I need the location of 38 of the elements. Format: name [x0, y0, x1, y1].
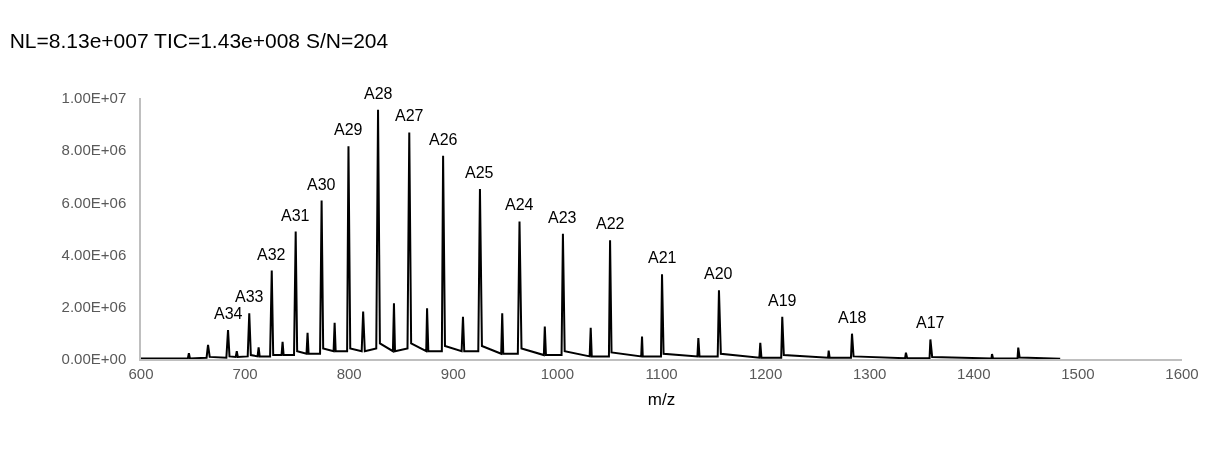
chart-title: NL=8.13e+007 TIC=1.43e+008 S/N=204: [9, 28, 389, 52]
annotation: A29: [334, 121, 363, 138]
annotation: A25: [465, 164, 494, 181]
annotation: A23: [548, 209, 577, 226]
x-tick-label: 1600: [1165, 364, 1199, 382]
annotation: A21: [648, 249, 677, 266]
x-tick-label: 600: [128, 364, 154, 382]
y-tick-label: 0.00E+00: [61, 350, 127, 368]
x-tick-label: 1200: [748, 364, 783, 382]
annotation: A34: [214, 305, 243, 322]
annotation: A33: [235, 288, 264, 305]
annotation: A20: [704, 265, 733, 282]
x-tick-label: 1100: [645, 364, 678, 382]
annotation: A18: [838, 309, 867, 326]
annotation: A17: [916, 314, 945, 331]
x-tick-label: 800: [336, 364, 362, 382]
x-tick-label: 700: [232, 364, 258, 382]
annotation: A22: [596, 215, 625, 232]
y-tick-label: 6.00E+06: [61, 193, 127, 211]
x-axis-title: m/z: [647, 389, 676, 409]
annotation: A28: [364, 85, 393, 102]
line-series: [141, 108, 1062, 359]
x-tick-label: 1500: [1061, 364, 1095, 382]
annotation: A24: [505, 196, 534, 213]
annotation: A26: [429, 131, 458, 148]
annotation: A27: [395, 107, 424, 124]
y-tick-label: 8.00E+06: [61, 141, 127, 159]
annotation: A30: [307, 176, 336, 193]
annotation: A32: [257, 246, 286, 263]
annotation: A19: [768, 292, 797, 309]
x-tick-label: 1400: [957, 364, 991, 382]
x-tick-label: 1000: [540, 364, 575, 382]
y-tick-label: 2.00E+06: [61, 298, 127, 316]
y-tick-label: 1.00E+07: [61, 89, 127, 107]
y-tick-label: 4.00E+06: [61, 245, 127, 263]
x-tick-label: 900: [440, 364, 466, 382]
annotation: A31: [281, 207, 310, 224]
x-tick-label: 1300: [853, 364, 887, 382]
